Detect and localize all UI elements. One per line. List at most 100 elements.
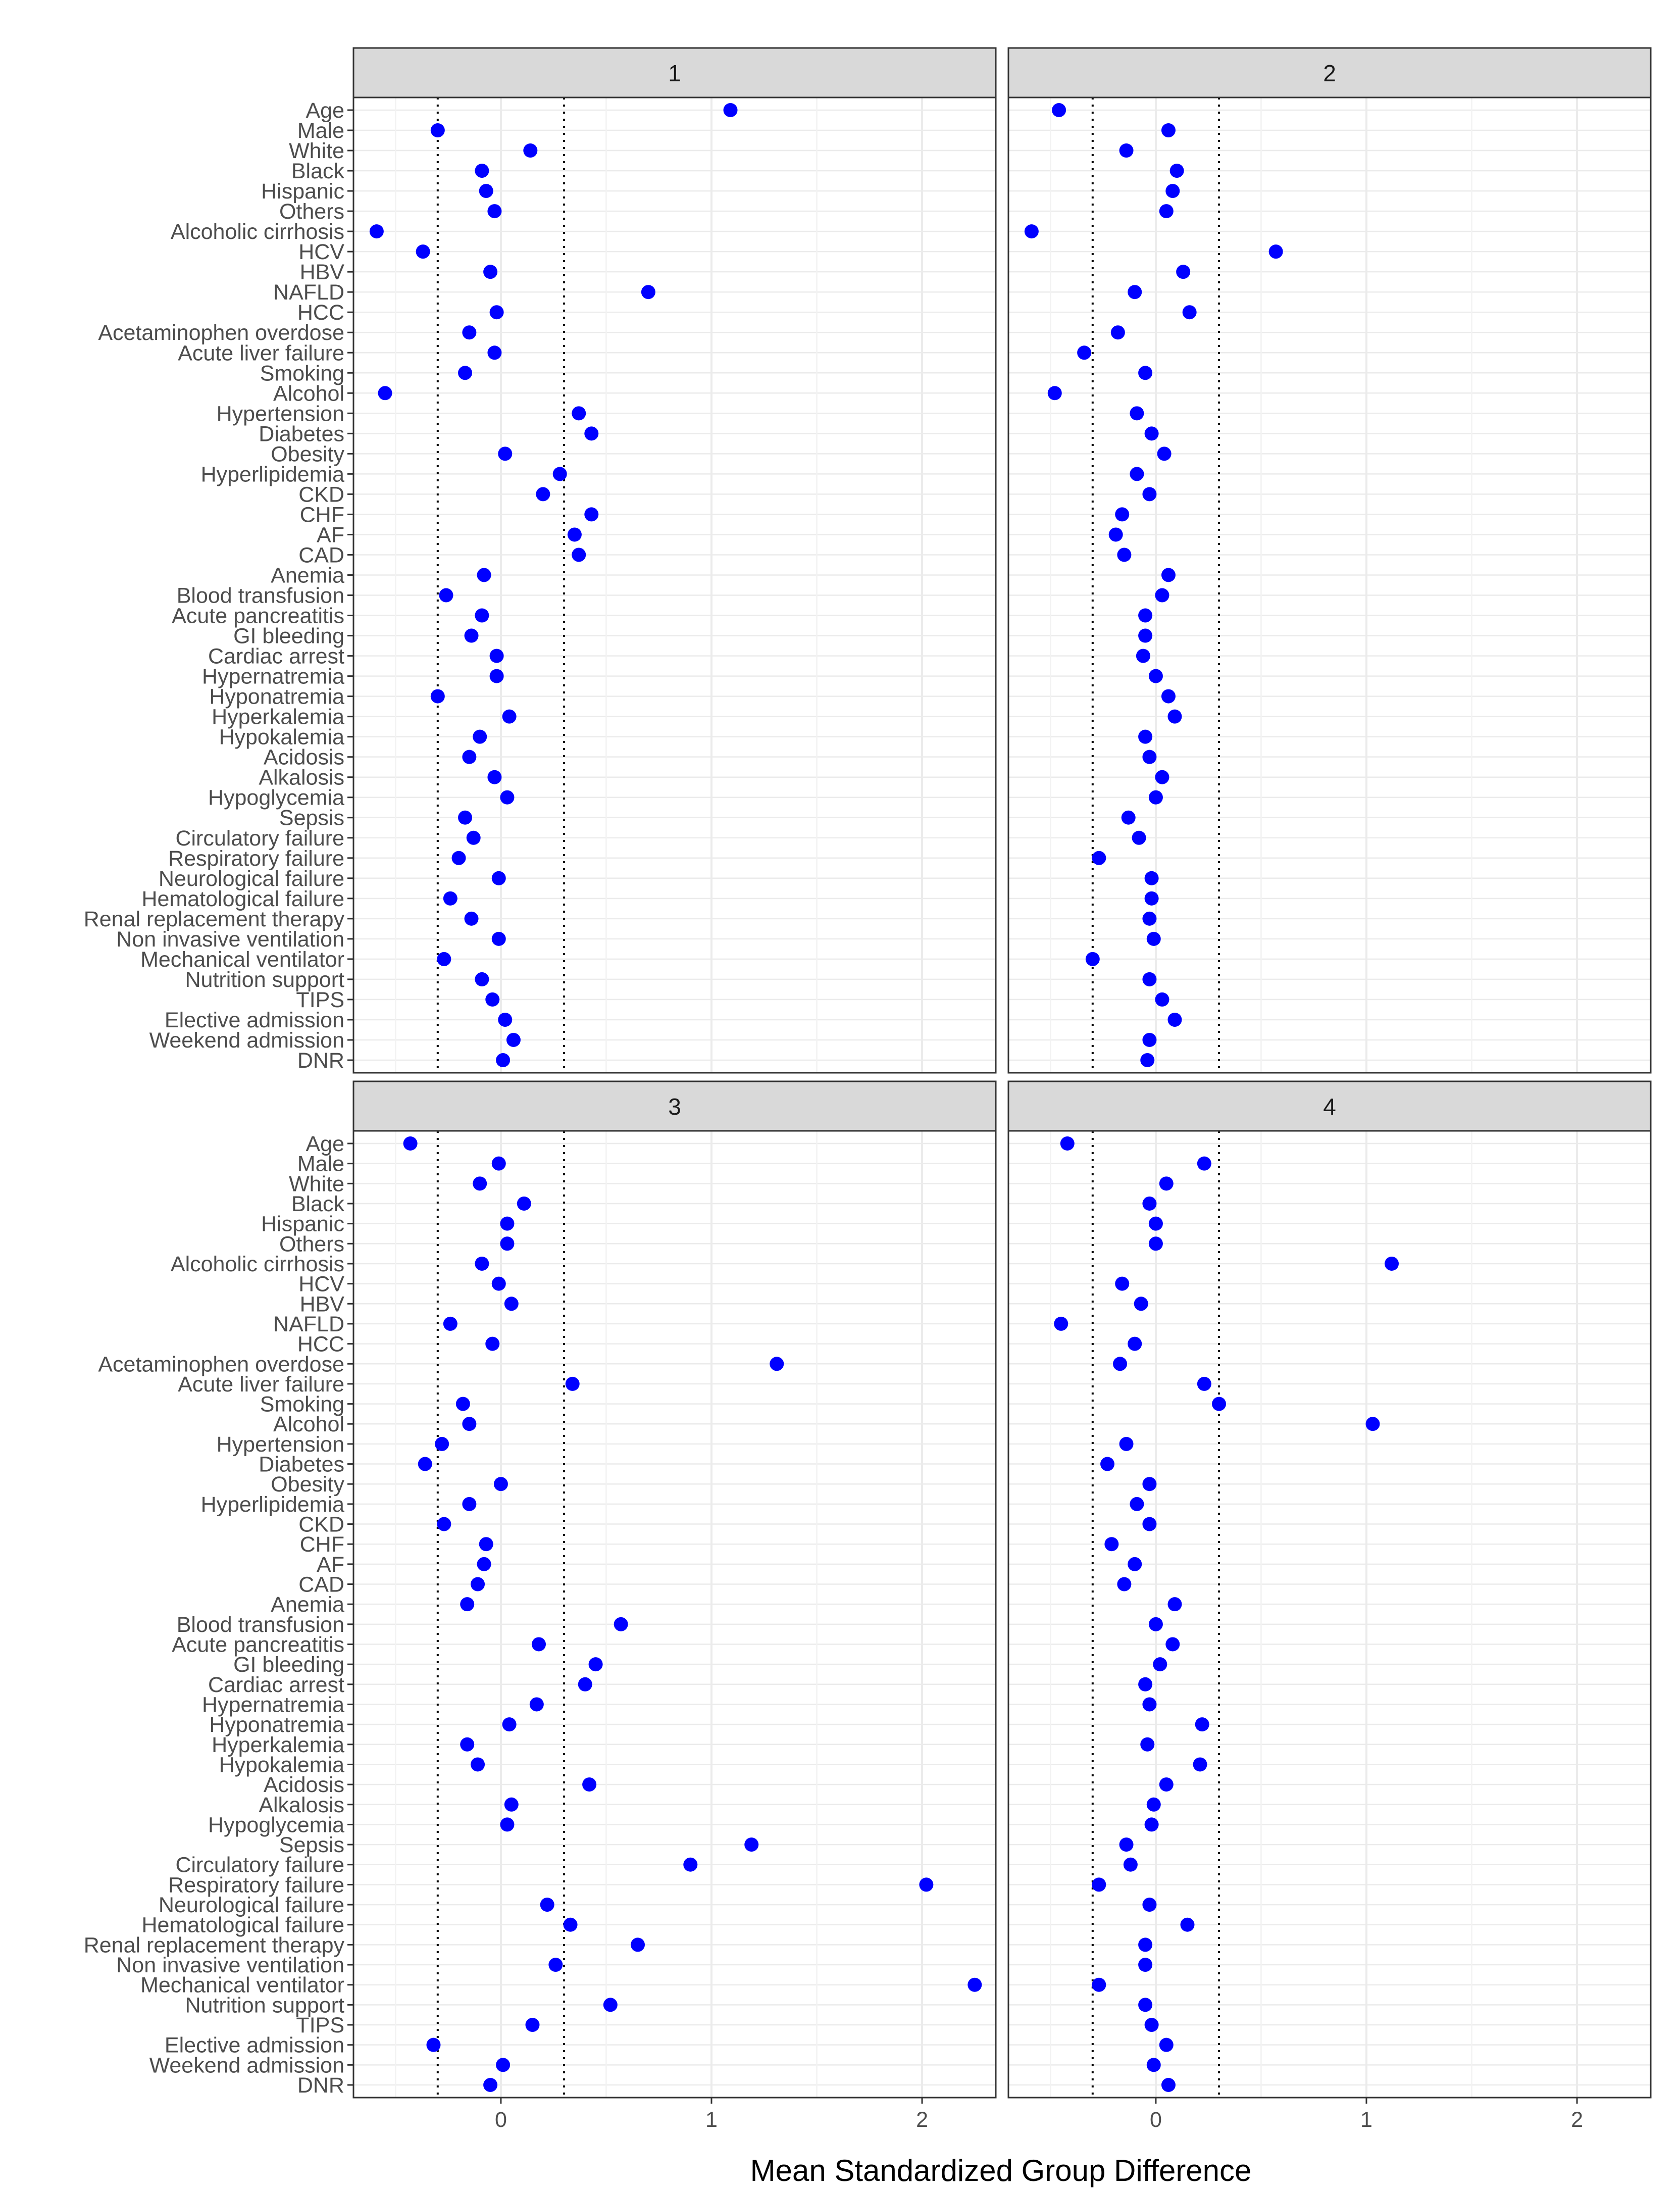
data-point xyxy=(1157,446,1172,461)
data-point xyxy=(1138,1677,1153,1692)
y-tick-label: Obesity xyxy=(271,442,344,466)
data-point xyxy=(1128,1557,1142,1571)
data-point xyxy=(723,103,738,117)
data-point xyxy=(485,992,500,1007)
facet-panel-3: 3 AgeMaleWhiteBlackHispanicOthersAlcoholi… xyxy=(84,1080,997,2132)
data-point xyxy=(1155,992,1169,1007)
data-point xyxy=(1117,1577,1132,1591)
data-point xyxy=(1130,467,1144,481)
data-point xyxy=(529,1697,544,1712)
data-point xyxy=(584,507,599,522)
y-tick-label: Others xyxy=(279,1232,344,1256)
data-point xyxy=(1159,2037,1174,2052)
y-tick-label: Blood transfusion xyxy=(177,1613,344,1637)
data-point xyxy=(426,2037,441,2052)
data-point xyxy=(369,224,384,239)
data-point xyxy=(603,1998,618,2012)
y-tick-label: Mechanical ventilator xyxy=(140,1973,344,1998)
data-point xyxy=(1167,709,1182,724)
data-point xyxy=(504,1297,519,1311)
data-point xyxy=(475,164,489,178)
data-point xyxy=(1159,204,1174,219)
data-point xyxy=(1195,1717,1209,1732)
data-point xyxy=(1142,1898,1157,1912)
y-tick-label: Circulatory failure xyxy=(175,826,344,851)
data-point xyxy=(1148,1236,1163,1251)
facet-strip-label: 1 xyxy=(668,60,681,86)
data-point xyxy=(462,325,477,340)
data-point xyxy=(1146,2058,1161,2072)
data-point xyxy=(496,2058,511,2072)
data-point xyxy=(1085,952,1100,966)
data-point xyxy=(491,1156,506,1171)
data-point xyxy=(1113,1357,1128,1371)
y-tick-label: Hypokalemia xyxy=(219,725,344,750)
y-tick-label: GI bleeding xyxy=(233,624,344,649)
y-tick-label: Respiratory failure xyxy=(168,1873,344,1897)
data-point xyxy=(491,1276,506,1291)
y-tick-label: Hyperlipidemia xyxy=(201,462,344,486)
y-tick-label: Acidosis xyxy=(264,745,344,770)
data-point xyxy=(1144,1817,1159,1832)
data-point xyxy=(443,1316,457,1331)
data-point xyxy=(485,1336,500,1351)
data-point xyxy=(1092,1877,1106,1892)
data-point xyxy=(536,487,550,502)
data-point xyxy=(1161,568,1176,582)
data-point xyxy=(1138,1998,1153,2012)
data-point xyxy=(437,952,451,966)
y-tick-label: Alcoholic cirrhosis xyxy=(171,220,344,244)
y-tick-label: Weekend admission xyxy=(149,2053,344,2077)
y-tick-label: AF xyxy=(317,1553,344,1577)
panel-border xyxy=(352,1130,997,2099)
y-tick-label: DNR xyxy=(297,1049,344,1073)
data-point xyxy=(496,1053,511,1067)
panel-background xyxy=(353,97,996,1073)
y-tick-label: Hyperlipidemia xyxy=(201,1492,344,1517)
data-point xyxy=(1115,1276,1130,1291)
data-point xyxy=(1144,426,1159,441)
data-point xyxy=(572,548,586,562)
data-point xyxy=(1169,164,1184,178)
y-tick-label: Smoking xyxy=(260,361,344,385)
data-point xyxy=(500,1236,515,1251)
data-point xyxy=(1148,1216,1163,1231)
data-point xyxy=(506,1032,521,1047)
data-point xyxy=(1142,1697,1157,1712)
panel-background xyxy=(1008,97,1651,1073)
data-point xyxy=(1165,184,1180,198)
data-point xyxy=(483,2078,498,2092)
data-point xyxy=(1385,1256,1399,1271)
data-point xyxy=(582,1777,597,1792)
panel-border xyxy=(1007,1130,1652,2099)
data-point xyxy=(631,1937,645,1952)
y-tick-label: Nutrition support xyxy=(185,1993,345,2017)
data-point xyxy=(1138,366,1153,380)
data-point xyxy=(471,1757,485,1772)
data-point xyxy=(1146,1797,1161,1812)
data-point xyxy=(683,1857,698,1872)
data-point xyxy=(563,1917,578,1932)
data-point xyxy=(462,750,477,764)
data-point xyxy=(525,2018,540,2032)
y-tick-label: Hematological failure xyxy=(141,1913,344,1937)
data-point xyxy=(487,204,502,219)
y-tick-label: TIPS xyxy=(296,2013,344,2037)
data-point xyxy=(1142,972,1157,986)
y-tick-label: Diabetes xyxy=(259,1453,344,1477)
data-point xyxy=(504,1797,519,1812)
data-point xyxy=(487,345,502,360)
data-point xyxy=(614,1617,628,1631)
x-tick-label: 2 xyxy=(1571,2108,1583,2132)
y-tick-label: Renal replacement therapy xyxy=(84,1933,345,1957)
y-tick-label: GI bleeding xyxy=(233,1653,344,1677)
x-tick-label: 0 xyxy=(1150,2108,1162,2132)
data-point xyxy=(1108,527,1123,542)
data-point xyxy=(1182,305,1197,320)
y-tick-label: Acute pancreatitis xyxy=(172,1632,344,1657)
data-point xyxy=(532,1637,546,1652)
y-tick-label: Hypernatremia xyxy=(202,1693,344,1717)
x-tick-label: 1 xyxy=(1360,2108,1372,2132)
data-point xyxy=(430,689,445,704)
y-tick-label: CHF xyxy=(300,503,344,527)
